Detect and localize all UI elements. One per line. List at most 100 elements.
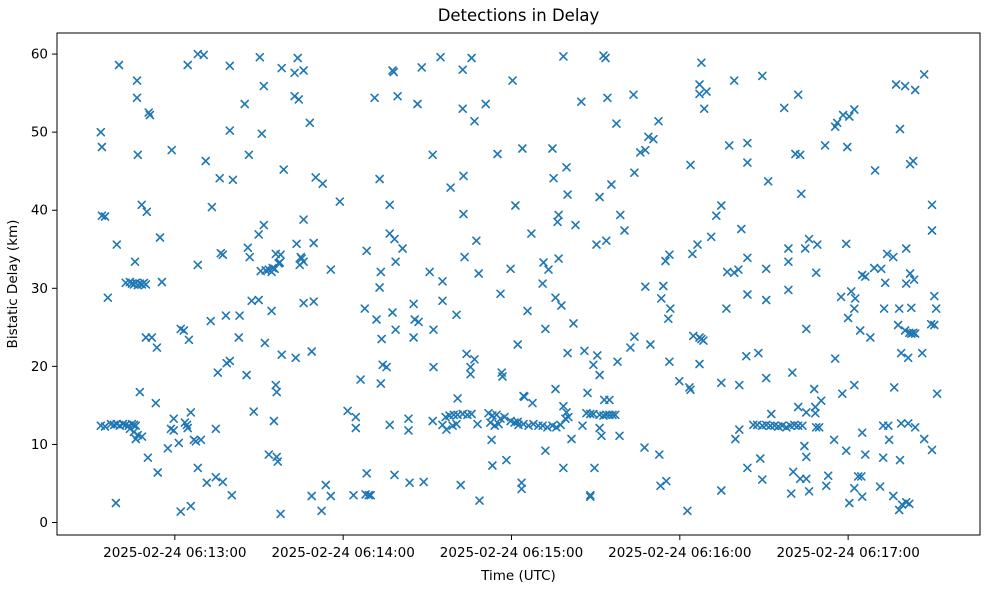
data-point-marker	[460, 252, 469, 262]
data-point-marker	[393, 91, 402, 101]
data-point-marker	[351, 412, 361, 422]
data-point-marker	[784, 285, 793, 295]
data-point-marker	[349, 490, 358, 500]
data-point-marker	[235, 311, 244, 320]
data-point-marker	[900, 326, 910, 335]
data-point-marker	[409, 299, 418, 309]
data-point-marker	[666, 304, 675, 313]
data-point-marker	[802, 324, 811, 334]
data-point-marker	[895, 455, 905, 465]
data-point-marker	[317, 506, 326, 516]
data-point-marker	[506, 264, 515, 274]
data-point-marker	[857, 472, 866, 481]
data-point-marker	[385, 420, 394, 430]
data-point-marker	[897, 500, 907, 509]
data-point-marker	[398, 244, 407, 253]
data-point-marker	[147, 333, 157, 342]
data-point-marker	[743, 290, 752, 299]
data-point-marker	[603, 93, 612, 103]
data-point-marker	[169, 426, 178, 435]
y-tick-label: 60	[31, 47, 48, 63]
data-point-marker	[894, 304, 904, 313]
data-point-marker	[850, 483, 859, 493]
chart-title: Detections in Delay	[438, 6, 600, 25]
data-point-marker	[900, 81, 910, 91]
data-point-marker	[870, 166, 880, 175]
data-point-marker	[466, 369, 475, 379]
data-point-marker	[254, 230, 263, 239]
data-point-marker	[602, 410, 611, 420]
data-point-marker	[446, 183, 455, 192]
data-point-marker	[761, 373, 771, 383]
data-point-marker	[299, 215, 308, 224]
data-point-marker	[927, 200, 937, 210]
y-axis-label: Bistatic Delay (km)	[5, 220, 21, 349]
data-point-marker	[850, 294, 860, 303]
data-point-marker	[272, 387, 281, 397]
data-point-marker	[802, 408, 811, 417]
data-point-marker	[155, 233, 165, 242]
data-point-marker	[927, 226, 937, 235]
data-point-marker	[613, 357, 622, 366]
data-point-marker	[605, 410, 614, 420]
data-point-marker	[378, 360, 387, 370]
data-point-marker	[459, 209, 468, 219]
data-point-marker	[646, 340, 655, 349]
data-point-marker	[552, 423, 561, 432]
data-point-marker	[199, 50, 208, 60]
data-point-marker	[404, 414, 413, 423]
data-point-marker	[234, 333, 244, 342]
data-point-marker	[169, 414, 178, 423]
data-point-marker	[458, 104, 467, 113]
data-point-marker	[484, 408, 493, 418]
data-point-marker	[385, 200, 394, 210]
data-point-marker	[811, 402, 820, 412]
data-point-marker	[419, 477, 428, 487]
data-point-marker	[571, 220, 580, 230]
data-point-marker	[370, 93, 379, 103]
y-tick-label: 0	[39, 515, 48, 531]
data-point-marker	[788, 368, 797, 377]
data-point-marker	[500, 412, 509, 422]
data-point-marker	[615, 431, 624, 441]
data-point-marker	[474, 269, 483, 278]
data-point-marker	[595, 192, 604, 202]
data-point-marker	[857, 492, 867, 501]
data-point-marker	[832, 118, 842, 128]
data-point-marker	[456, 480, 465, 490]
data-point-marker	[845, 498, 854, 508]
data-point-marker	[326, 491, 336, 501]
data-point-marker	[557, 301, 566, 310]
data-point-marker	[876, 264, 886, 274]
data-point-marker	[201, 156, 210, 166]
data-point-marker	[665, 357, 674, 366]
data-point-marker	[186, 501, 196, 511]
data-point-marker	[405, 478, 414, 487]
data-point-marker	[135, 387, 145, 397]
data-point-marker	[362, 469, 371, 478]
data-point-marker	[559, 52, 568, 61]
data-point-marker	[438, 277, 447, 286]
data-point-marker	[137, 200, 146, 210]
data-point-marker	[620, 226, 629, 235]
data-point-marker	[218, 477, 228, 487]
data-point-marker	[731, 434, 740, 444]
data-points	[96, 49, 942, 519]
data-point-marker	[264, 450, 274, 459]
data-point-marker	[375, 174, 384, 184]
data-point-marker	[410, 315, 419, 324]
data-point-marker	[163, 444, 173, 453]
data-point-marker	[213, 368, 223, 377]
data-point-marker	[786, 489, 796, 498]
data-point-marker	[699, 104, 709, 113]
data-point-marker	[767, 409, 776, 419]
data-point-marker	[260, 338, 270, 348]
data-point-marker	[335, 197, 345, 206]
data-point-marker	[184, 335, 194, 345]
data-point-marker	[777, 421, 787, 430]
data-point-marker	[273, 457, 283, 466]
data-point-marker	[559, 401, 568, 411]
x-tick-label: 2025-02-24 06:13:00	[103, 545, 246, 561]
data-point-marker	[562, 163, 571, 172]
data-point-marker	[601, 53, 610, 63]
